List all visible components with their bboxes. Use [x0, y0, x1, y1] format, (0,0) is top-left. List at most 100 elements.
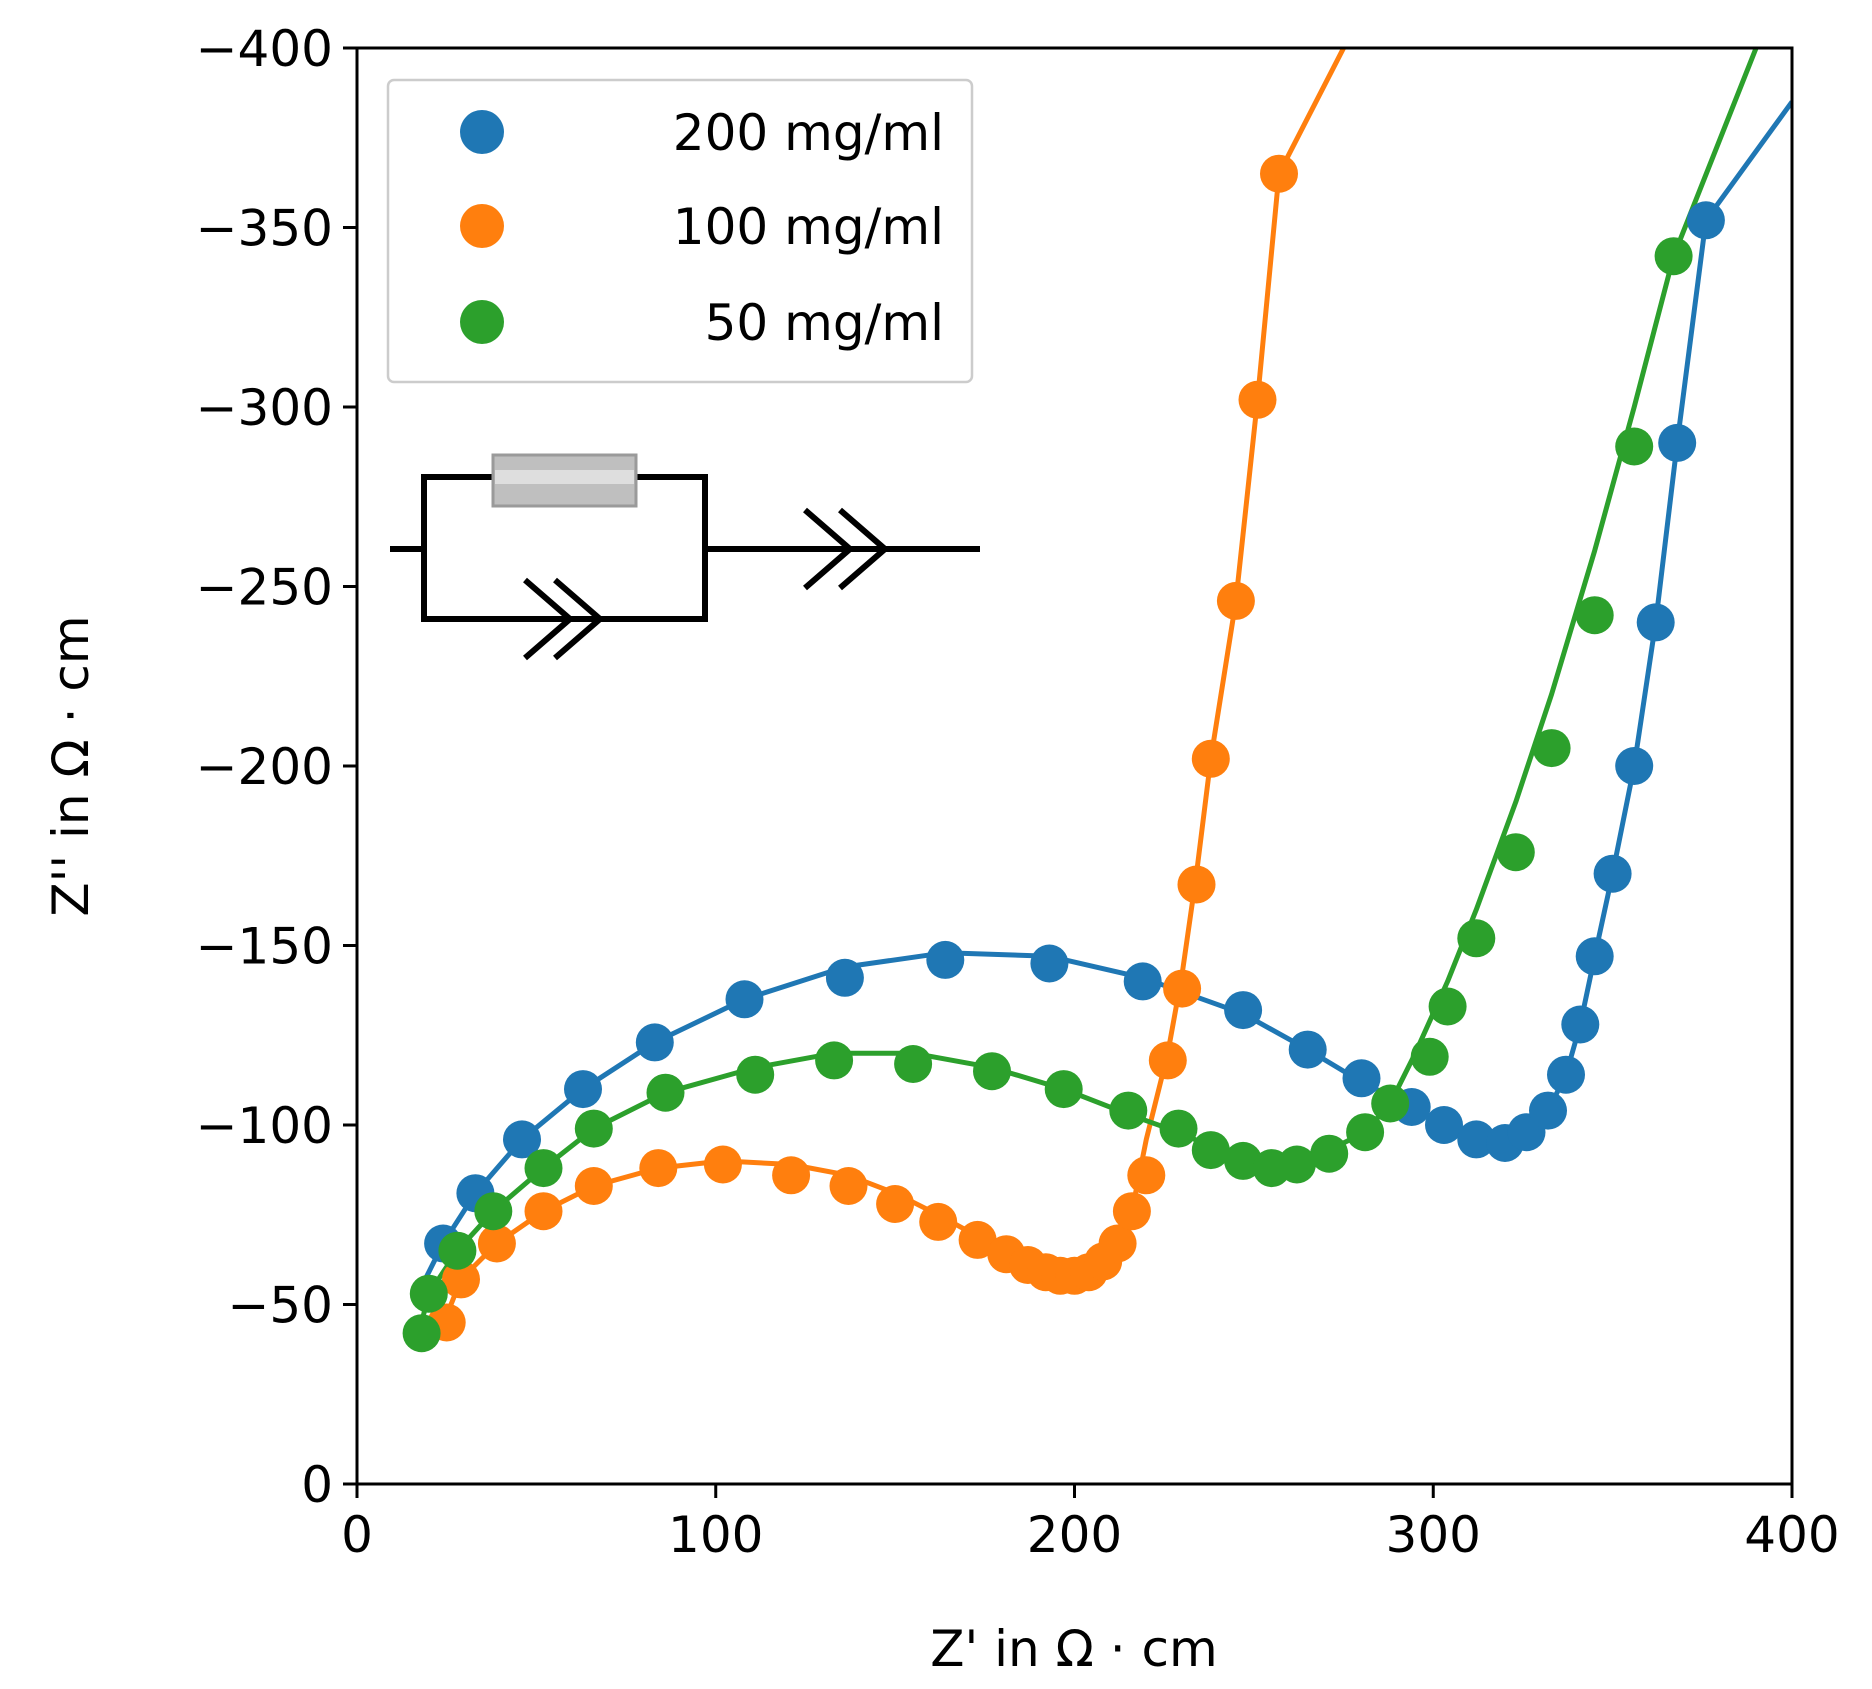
data-point-series-0: [825, 958, 864, 997]
data-point-series-2: [815, 1041, 854, 1080]
data-point-series-2: [1615, 427, 1654, 466]
data-point-series-2: [1044, 1070, 1083, 1109]
x-tick-label: 400: [1744, 1506, 1839, 1564]
data-point-series-1: [524, 1192, 563, 1231]
data-point-series-2: [1159, 1109, 1198, 1148]
cpe-icon-parallel-a: [523, 577, 575, 661]
data-point-series-2: [1428, 987, 1467, 1026]
data-point-series-2: [474, 1192, 513, 1231]
y-tick-label: 0: [301, 1456, 333, 1514]
y-axis-ticks: 0 −50 −100 −150 −200 −250 −300 −350 −400: [196, 20, 357, 1514]
data-point-series-0: [1342, 1059, 1381, 1098]
data-point-series-2: [574, 1109, 613, 1148]
legend-box: [386, 78, 974, 384]
data-point-series-0: [1288, 1030, 1327, 1069]
data-point-series-2: [736, 1055, 775, 1094]
legend-marker-100: [460, 204, 504, 248]
data-point-series-1: [477, 1224, 516, 1263]
data-point-series-2: [894, 1045, 933, 1083]
data-point-series-0: [1547, 1055, 1585, 1094]
cpe-icon-series-a: [803, 507, 855, 591]
data-point-series-2: [1410, 1037, 1449, 1076]
x-tick-label: 200: [1027, 1506, 1122, 1564]
data-point-series-1: [639, 1149, 678, 1188]
data-point-series-0: [1561, 1005, 1600, 1044]
y-tick-label: −100: [196, 1097, 333, 1155]
data-point-series-0: [1529, 1091, 1567, 1130]
data-point-series-0: [926, 940, 965, 979]
data-point-series-2: [1191, 1131, 1230, 1170]
data-point-series-2: [1310, 1134, 1349, 1173]
x-tick-label: 100: [668, 1506, 763, 1564]
data-point-series-0: [1457, 1120, 1496, 1159]
data-point-series-0: [635, 1023, 674, 1062]
data-point-series-0: [1658, 423, 1697, 462]
y-tick-label: −350: [196, 200, 333, 258]
data-point-series-2: [1654, 237, 1693, 276]
data-point-series-1: [958, 1220, 997, 1259]
data-point-series-2: [646, 1073, 685, 1112]
data-point-series-2: [1457, 919, 1496, 958]
data-point-series-1: [1163, 969, 1202, 1008]
data-point-series-0: [1593, 854, 1632, 893]
data-point-series-2: [524, 1149, 563, 1188]
x-tick-label: 300: [1386, 1506, 1481, 1564]
legend-label-100: 100 mg/ml: [673, 198, 944, 256]
data-point-series-2: [1277, 1145, 1316, 1184]
data-point-series-2: [1346, 1113, 1385, 1152]
cpe-icon-series-b: [838, 507, 890, 591]
x-tick-label: 0: [341, 1506, 373, 1564]
data-point-series-2: [438, 1231, 477, 1270]
data-point-series-1: [1177, 865, 1216, 904]
data-point-series-0: [725, 980, 764, 1019]
legend-label-200: 200 mg/ml: [673, 104, 944, 162]
data-point-series-1: [1216, 581, 1255, 620]
data-point-series-1: [829, 1167, 868, 1205]
data-point-series-0: [1224, 991, 1263, 1030]
data-point-series-1: [1260, 154, 1298, 193]
legend-marker-200: [460, 110, 504, 154]
y-tick-label: −50: [227, 1277, 333, 1335]
data-points: [402, 154, 1725, 1353]
data-point-series-1: [876, 1185, 915, 1223]
data-point-series-1: [772, 1156, 811, 1195]
resistor-highlight: [495, 470, 634, 484]
data-point-series-0: [1123, 962, 1162, 1001]
data-point-series-1: [1098, 1224, 1137, 1263]
circuit-parallel-loop: [421, 474, 708, 622]
data-point-series-0: [503, 1120, 541, 1159]
data-point-series-2: [973, 1052, 1011, 1091]
data-point-series-2: [1532, 729, 1571, 768]
data-point-series-0: [1686, 201, 1725, 240]
data-point-series-1: [1127, 1156, 1166, 1195]
data-point-series-0: [1030, 944, 1069, 983]
x-axis-ticks: 0 100 200 300 400: [341, 1484, 1840, 1564]
y-tick-label: −200: [196, 738, 333, 796]
data-point-series-0: [564, 1070, 602, 1109]
cpe-icon-parallel-b: [553, 577, 605, 661]
data-point-series-1: [574, 1167, 613, 1205]
y-tick-label: −300: [196, 379, 333, 437]
legend-marker-50: [460, 300, 504, 344]
data-point-series-2: [1109, 1091, 1148, 1130]
x-axis-label: Z' in Ω · cm: [930, 1620, 1217, 1678]
data-point-series-1: [1148, 1041, 1187, 1080]
data-point-series-1: [442, 1260, 480, 1299]
data-point-series-2: [1224, 1141, 1263, 1180]
y-tick-label: −250: [196, 559, 333, 617]
data-point-series-0: [1615, 747, 1654, 785]
data-point-series-1: [1191, 739, 1230, 778]
data-point-series-0: [1636, 603, 1675, 642]
data-point-series-2: [1575, 596, 1614, 635]
y-axis-label: Z'' in Ω · cm: [42, 615, 100, 916]
data-point-series-2: [1496, 833, 1535, 872]
data-point-series-2: [1371, 1084, 1410, 1123]
data-point-series-0: [1575, 937, 1614, 976]
data-point-series-1: [1238, 380, 1277, 419]
equivalent-circuit-icon: [390, 453, 980, 661]
legend-label-50: 50 mg/ml: [705, 294, 944, 352]
y-tick-label: −150: [196, 918, 333, 976]
data-point-series-1: [1112, 1192, 1151, 1231]
legend: 200 mg/ml 100 mg/ml 50 mg/ml: [386, 78, 974, 384]
